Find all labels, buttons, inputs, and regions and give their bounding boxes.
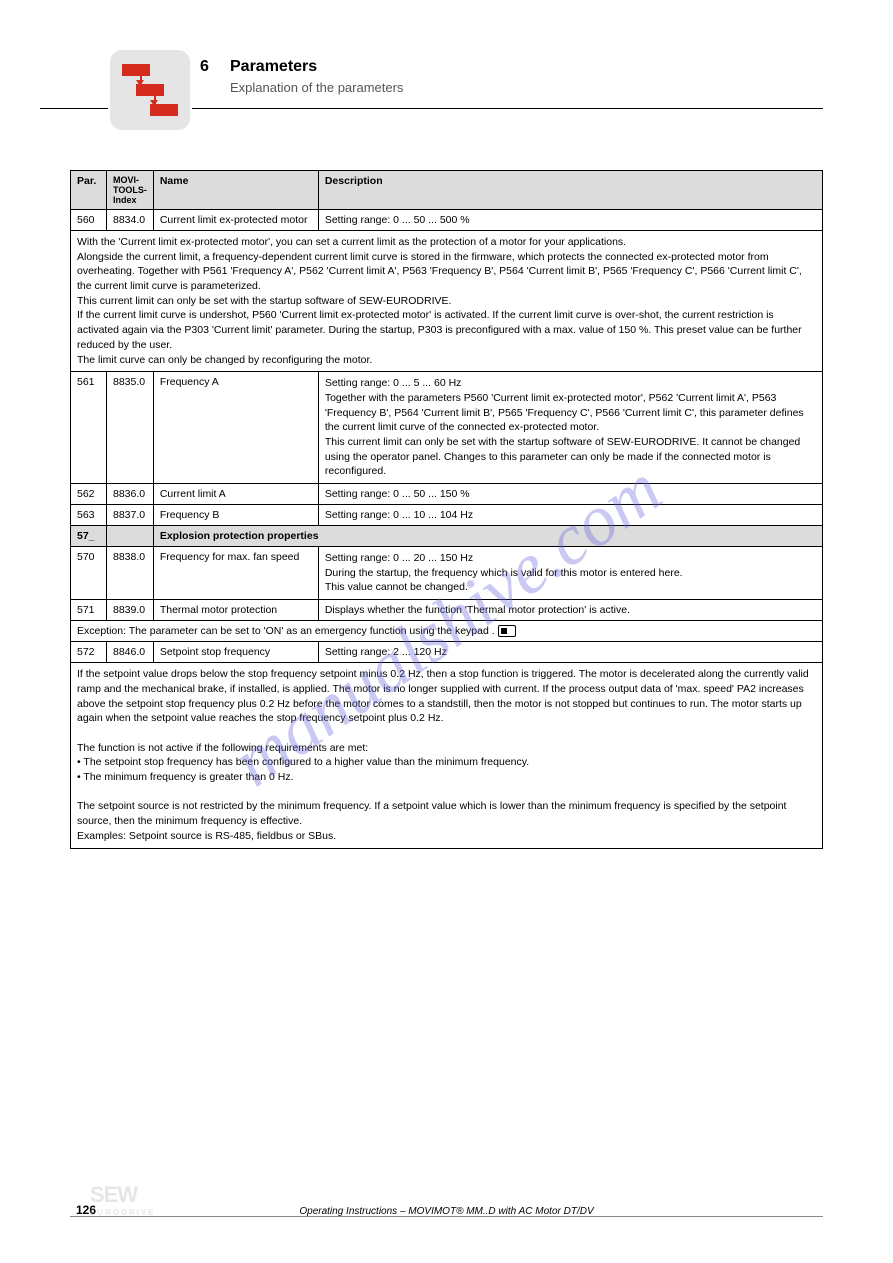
cell-idx: 8835.0	[107, 372, 154, 484]
flowchart-icon	[110, 50, 190, 130]
header-rule-right	[192, 108, 823, 109]
keypad-icon	[498, 625, 516, 637]
cell-idx: 8838.0	[107, 547, 154, 600]
cell-name: Setpoint stop frequency	[153, 642, 318, 663]
parameters-table: Par. MOVI-TOOLS-Index Name Description 5…	[70, 170, 823, 849]
cell-par: 572	[71, 642, 107, 663]
col-idx: MOVI-TOOLS-Index	[107, 171, 154, 210]
cell-name: Current limit ex-protected motor	[153, 210, 318, 231]
exception-text: Exception: The parameter can be set to '…	[77, 625, 495, 637]
section-subtitle: Explanation of the parameters	[230, 80, 403, 95]
cell-group-name: Explosion protection properties	[153, 526, 822, 547]
table-row: 570 8838.0 Frequency for max. fan speed …	[71, 547, 823, 600]
cell-par: 562	[71, 484, 107, 505]
table-row: If the setpoint value drops below the st…	[71, 663, 823, 848]
table-row: 563 8837.0 Frequency B Setting range: 0 …	[71, 505, 823, 526]
footer	[70, 1216, 823, 1223]
cell-par: 561	[71, 372, 107, 484]
cell-par: 570	[71, 547, 107, 600]
cell-note: With the 'Current limit ex-protected mot…	[71, 231, 823, 372]
cell-name: Frequency A	[153, 372, 318, 484]
col-name: Name	[153, 171, 318, 210]
page-container: 6 Parameters Explanation of the paramete…	[0, 0, 893, 849]
col-par: Par.	[71, 171, 107, 210]
cell-name: Current limit A	[153, 484, 318, 505]
cell-note: If the setpoint value drops below the st…	[71, 663, 823, 848]
cell-par: 57_	[71, 526, 107, 547]
cell-desc: Setting range: 0 ... 50 ... 500 %	[318, 210, 822, 231]
cell-idx: 8846.0	[107, 642, 154, 663]
cell-desc: Displays whether the function 'Thermal m…	[318, 600, 822, 621]
header-rule-left	[40, 108, 108, 109]
table-header-row: Par. MOVI-TOOLS-Index Name Description	[71, 171, 823, 210]
table-row: Exception: The parameter can be set to '…	[71, 621, 823, 642]
table-row: 561 8835.0 Frequency A Setting range: 0 …	[71, 372, 823, 484]
cell-idx: 8837.0	[107, 505, 154, 526]
table-row: With the 'Current limit ex-protected mot…	[71, 231, 823, 372]
cell-name: Thermal motor protection	[153, 600, 318, 621]
footer-text: Operating Instructions – MOVIMOT® MM..D …	[299, 1206, 593, 1217]
table-row: 562 8836.0 Current limit A Setting range…	[71, 484, 823, 505]
cell-desc: Setting range: 0 ... 20 ... 150 Hz Durin…	[318, 547, 822, 600]
section-number: 6	[200, 58, 209, 76]
cell-par: 571	[71, 600, 107, 621]
logo-text: SEW	[90, 1182, 137, 1207]
logo-sub: EURODRIVE	[90, 1208, 156, 1217]
sew-logo: SEW EURODRIVE	[90, 1182, 156, 1217]
cell-idx: 8836.0	[107, 484, 154, 505]
table-row: 572 8846.0 Setpoint stop frequency Setti…	[71, 642, 823, 663]
cell-idx: 8834.0	[107, 210, 154, 231]
cell-desc: Setting range: 0 ... 10 ... 104 Hz	[318, 505, 822, 526]
cell-desc: Setting range: 2 ... 120 Hz	[318, 642, 822, 663]
cell-desc: Setting range: 0 ... 50 ... 150 %	[318, 484, 822, 505]
table-group-row: 57_ Explosion protection properties	[71, 526, 823, 547]
cell-par: 560	[71, 210, 107, 231]
cell-idx	[107, 526, 154, 547]
col-desc: Description	[318, 171, 822, 210]
table-row: 571 8839.0 Thermal motor protection Disp…	[71, 600, 823, 621]
cell-extra: Exception: The parameter can be set to '…	[71, 621, 823, 642]
section-title: Parameters	[230, 58, 317, 76]
cell-par: 563	[71, 505, 107, 526]
cell-idx: 8839.0	[107, 600, 154, 621]
cell-name: Frequency for max. fan speed	[153, 547, 318, 600]
table-row: 560 8834.0 Current limit ex-protected mo…	[71, 210, 823, 231]
cell-desc: Setting range: 0 ... 5 ... 60 Hz Togethe…	[318, 372, 822, 484]
cell-name: Frequency B	[153, 505, 318, 526]
